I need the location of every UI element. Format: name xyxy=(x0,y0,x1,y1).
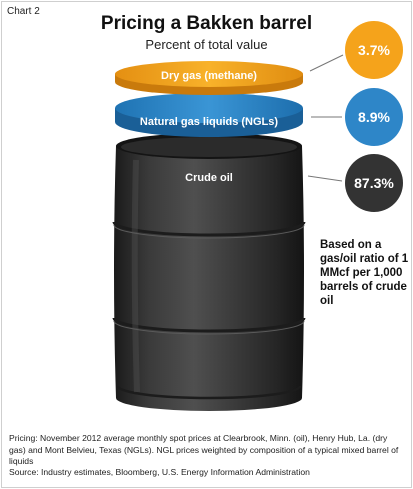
value-label-ngl: 8.9% xyxy=(358,109,390,125)
crude-oil-barrel xyxy=(112,133,306,411)
value-circle-ngl xyxy=(345,88,403,146)
chart-subtitle: Percent of total value xyxy=(145,37,268,52)
source-footnote: Source: Industry estimates, Bloomberg, U… xyxy=(9,467,310,477)
value-circle-crude-oil xyxy=(345,154,403,212)
leader-crude-oil xyxy=(307,175,343,182)
value-label-dry-gas: 3.7% xyxy=(358,42,390,58)
label-ngl: Natural gas liquids (NGLs) xyxy=(140,116,278,128)
leader-dry-gas xyxy=(309,54,344,72)
dry-gas-disc xyxy=(115,61,303,95)
chart-title: Pricing a Bakken barrel xyxy=(100,13,313,34)
value-circle-dry-gas xyxy=(345,21,403,79)
gas-oil-ratio-note: Based on a gas/oil ratio of 1 MMcf per 1… xyxy=(320,239,409,307)
label-crude-oil: Crude oil xyxy=(185,172,233,184)
pricing-footnote: Pricing: November 2012 average monthly s… xyxy=(9,433,399,466)
label-dry-gas: Dry gas (methane) xyxy=(161,70,257,82)
chart-number-label: Chart 2 xyxy=(7,6,40,17)
ngl-disc xyxy=(115,93,303,137)
value-label-crude-oil: 87.3% xyxy=(354,175,394,191)
